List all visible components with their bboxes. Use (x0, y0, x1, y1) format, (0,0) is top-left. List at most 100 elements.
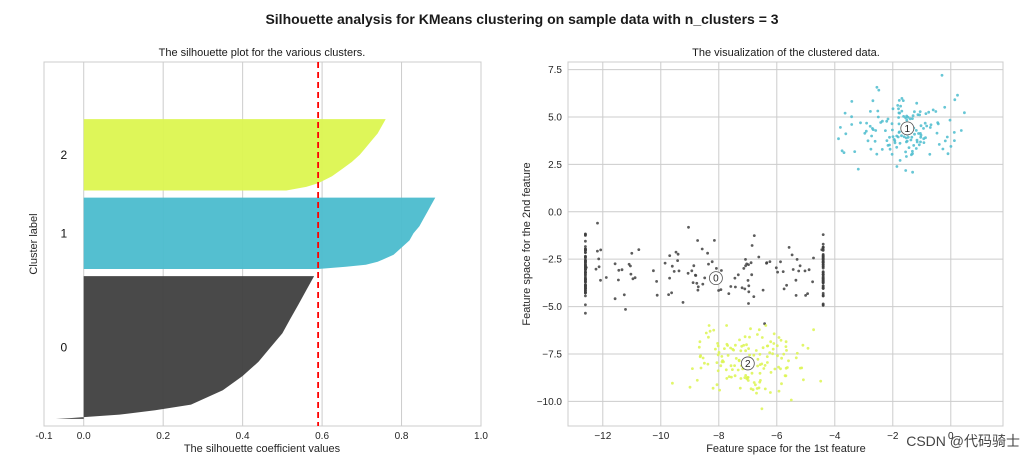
scatter-point-cluster-1 (910, 135, 914, 139)
silhouette-x-tick-label: 0.4 (236, 431, 250, 442)
scatter-point-cluster-1 (913, 132, 916, 136)
scatter-point-cluster-1 (874, 129, 878, 132)
scatter-point-cluster-2 (775, 344, 779, 348)
scatter-point-cluster-1 (842, 151, 846, 155)
scatter-y-tick-label: −10.0 (537, 397, 563, 408)
scatter-point-cluster-1 (897, 99, 901, 102)
scatter-point-cluster-0 (715, 267, 718, 270)
scatter-point-cluster-1 (906, 115, 910, 119)
scatter-point-cluster-0 (779, 260, 782, 264)
scatter-point-cluster-1 (911, 170, 914, 174)
scatter-point-cluster-1 (877, 88, 881, 92)
scatter-point-cluster-0 (624, 308, 627, 311)
scatter-point-cluster-0 (821, 253, 825, 256)
scatter-point-cluster-2 (759, 379, 762, 382)
scatter-y-tick-label: −7.5 (542, 349, 562, 360)
scatter-y-ticks: −10.0 −7.5 −5.0 −2.5 0.0 2.5 5.0 7.5 (537, 65, 563, 408)
scatter-x-tick-label: 0 (948, 431, 954, 442)
scatter-point-cluster-0 (797, 269, 801, 273)
scatter-point-cluster-1 (914, 147, 918, 150)
scatter-point-cluster-0 (733, 276, 737, 280)
scatter-point-cluster-1 (925, 124, 929, 128)
scatter-point-cluster-0 (584, 311, 587, 315)
scatter-point-cluster-2 (737, 358, 741, 362)
scatter-point-cluster-2 (756, 357, 760, 361)
scatter-point-cluster-0 (747, 290, 751, 294)
scatter-point-cluster-2 (715, 361, 719, 364)
scatter-point-cluster-1 (906, 135, 910, 139)
scatter-point-cluster-2 (756, 333, 759, 336)
scatter-point-cluster-1 (840, 149, 844, 153)
scatter-point-cluster-1 (905, 155, 908, 158)
scatter-point-cluster-0 (750, 273, 754, 277)
scatter-point-cluster-1 (890, 152, 894, 156)
scatter-point-cluster-0 (690, 269, 694, 273)
figure-suptitle: Silhouette analysis for KMeans clusterin… (265, 11, 778, 27)
scatter-point-cluster-1 (928, 126, 932, 129)
scatter-point-cluster-2 (752, 381, 756, 384)
scatter-point-cluster-1 (946, 152, 950, 156)
scatter-point-cluster-1 (896, 104, 900, 107)
scatter-point-cluster-0 (729, 285, 733, 288)
scatter-point-cluster-0 (727, 292, 731, 295)
scatter-point-cluster-0 (584, 258, 587, 262)
scatter-point-cluster-0 (720, 269, 723, 272)
scatter-point-cluster-2 (769, 371, 773, 374)
scatter-point-cluster-0 (637, 248, 641, 252)
scatter-point-cluster-2 (747, 347, 750, 350)
scatter-point-cluster-1 (859, 121, 862, 125)
scatter-point-cluster-1 (940, 73, 944, 77)
scatter-point-cluster-1 (915, 140, 919, 144)
scatter-point-cluster-0 (668, 276, 671, 280)
scatter-point-cluster-0 (821, 270, 825, 274)
scatter-point-cluster-1 (929, 123, 933, 127)
scatter-point-cluster-1 (922, 126, 925, 130)
scatter-point-cluster-0 (776, 270, 779, 274)
scatter-point-cluster-2 (707, 324, 711, 327)
scatter-point-cluster-0 (584, 251, 587, 255)
scatter-point-cluster-2 (671, 381, 674, 385)
scatter-point-cluster-0 (620, 268, 624, 272)
scatter-point-cluster-0 (795, 258, 799, 261)
cluster-center-markers: 0 1 2 (709, 121, 915, 371)
scatter-point-cluster-0 (597, 257, 601, 261)
scatter-point-cluster-0 (745, 262, 749, 266)
scatter-point-cluster-2 (760, 407, 764, 411)
scatter-point-cluster-0 (821, 248, 825, 252)
scatter-point-cluster-1 (952, 131, 956, 134)
scatter-point-cluster-0 (672, 270, 676, 273)
scatter-point-cluster-2 (785, 349, 788, 352)
scatter-point-cluster-1 (891, 135, 895, 139)
silhouette-x-tick-label: 0.6 (315, 431, 329, 442)
scatter-point-cluster-0 (821, 281, 825, 285)
scatter-point-cluster-2 (748, 353, 751, 357)
scatter-point-cluster-1 (937, 143, 941, 146)
scatter-point-cluster-1 (843, 111, 847, 115)
scatter-point-cluster-2 (708, 329, 712, 333)
scatter-point-cluster-1 (916, 113, 920, 117)
scatter-point-cluster-2 (736, 368, 740, 372)
scatter-point-cluster-2 (763, 364, 767, 367)
scatter-point-cluster-0 (596, 249, 599, 253)
scatter-point-cluster-0 (584, 278, 587, 281)
scatter-point-cluster-1 (850, 115, 853, 119)
scatter-point-cluster-0 (761, 288, 765, 292)
scatter-point-cluster-1 (853, 150, 857, 154)
scatter-point-cluster-1 (924, 112, 928, 115)
scatter-point-cluster-1 (876, 109, 880, 113)
scatter-point-cluster-2 (806, 346, 810, 350)
scatter-point-cluster-2 (763, 387, 767, 391)
silhouette-plot-title: The silhouette plot for the various clus… (159, 47, 366, 59)
scatter-point-cluster-1 (918, 110, 922, 113)
scatter-point-cluster-0 (744, 258, 747, 261)
scatter-point-cluster-0 (812, 256, 815, 260)
scatter-point-cluster-2 (779, 367, 782, 371)
scatter-point-cluster-0 (821, 265, 825, 269)
scatter-point-cluster-2 (733, 374, 737, 378)
scatter-point-cluster-1 (911, 149, 914, 153)
scatter-point-cluster-1 (897, 107, 900, 111)
scatter-point-cluster-2 (750, 371, 754, 375)
scatter-point-cluster-2 (758, 352, 762, 356)
scatter-plot-frame (567, 61, 1004, 427)
scatter-point-cluster-1 (963, 111, 966, 115)
